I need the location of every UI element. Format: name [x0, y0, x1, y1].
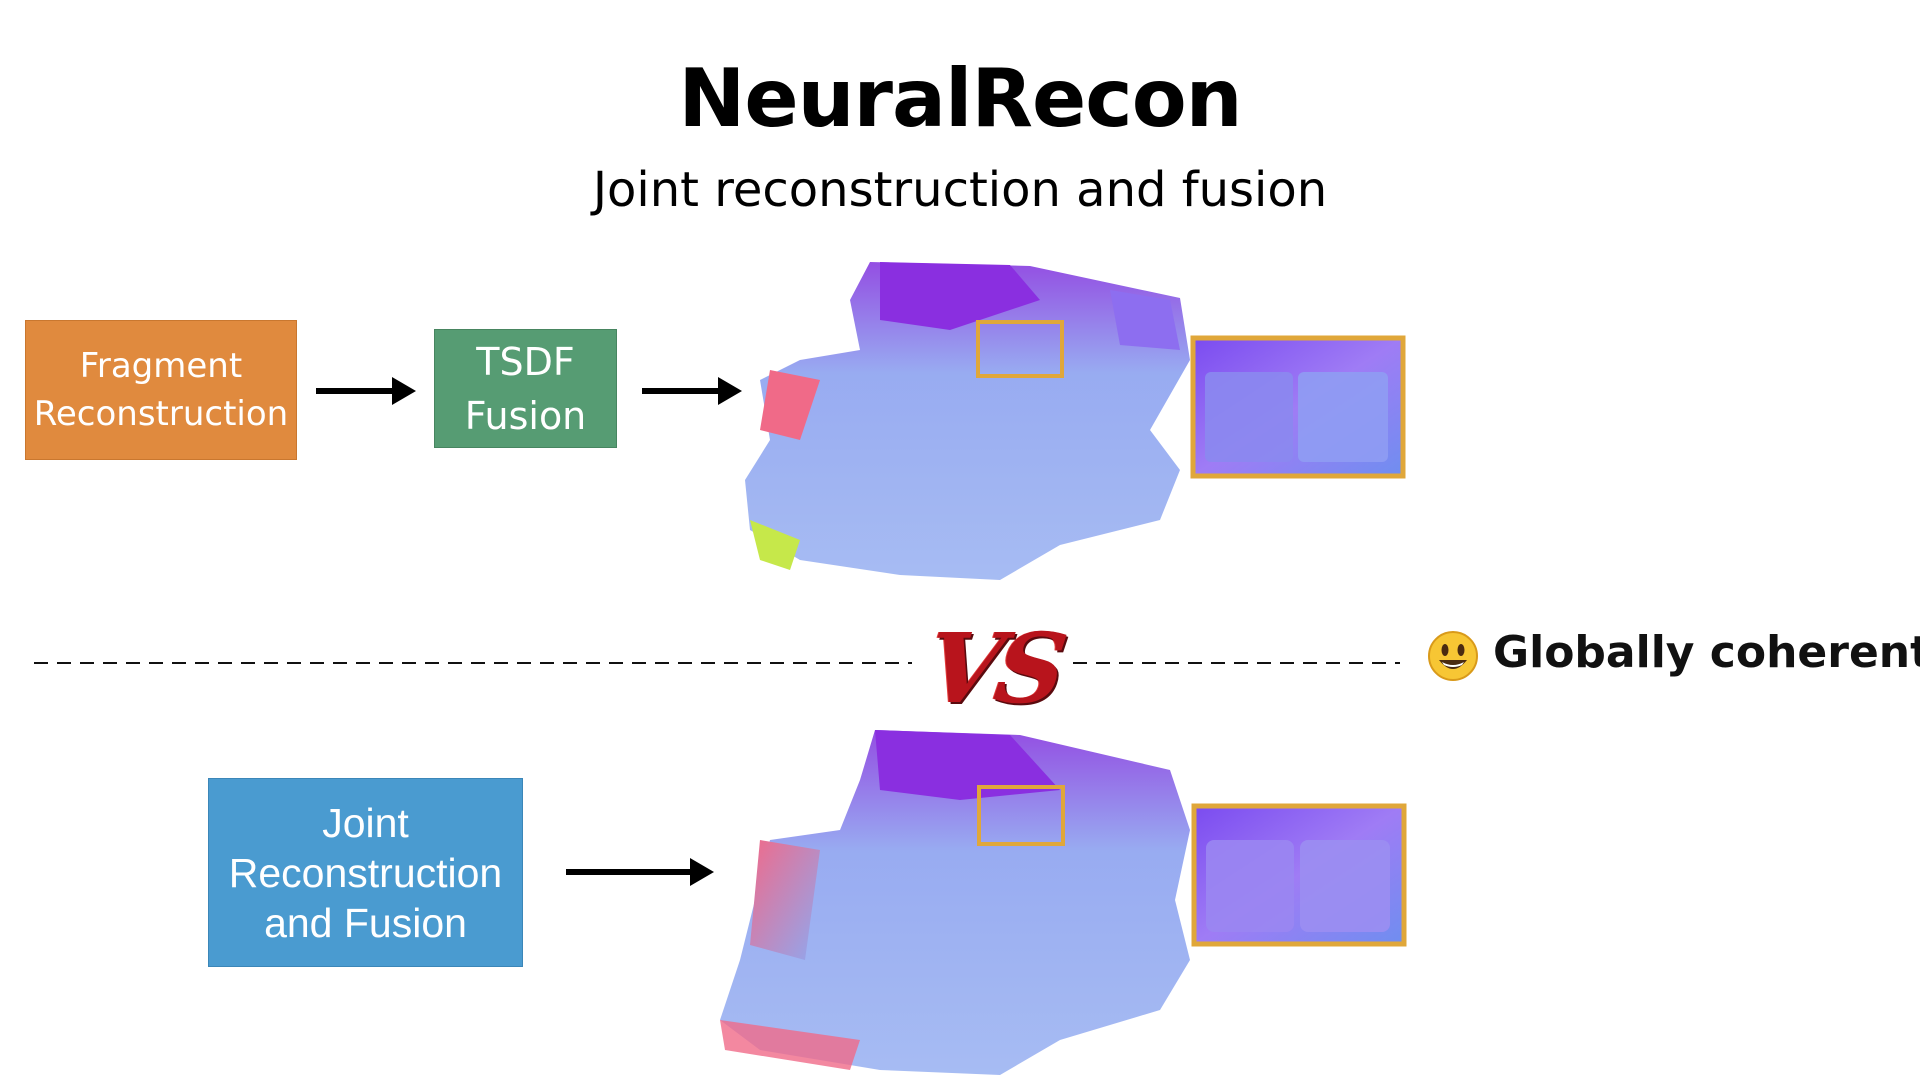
grinning-face-icon — [1428, 631, 1478, 681]
joint-reconstruction-label: Joint Reconstruction and Fusion — [228, 799, 503, 946]
page-subtitle: Joint reconstruction and fusion — [592, 162, 1328, 218]
bottom-mesh-reconstruction — [720, 730, 1190, 1075]
tsdf-fusion-label: TSDF Fusion — [464, 339, 587, 438]
top-mesh-reconstruction — [745, 262, 1190, 580]
fragment-reconstruction-label: Fragment Reconstruction — [33, 346, 289, 434]
arrow-tsdf-to-mesh — [642, 377, 742, 405]
vs-label: VS — [920, 612, 1068, 725]
fragment-reconstruction-box: Fragment Reconstruction — [25, 320, 297, 460]
page-title: NeuralRecon — [678, 52, 1242, 145]
top-zoom-inset — [1190, 335, 1406, 479]
arrow-fragment-to-tsdf — [316, 377, 416, 405]
joint-reconstruction-box: Joint Reconstruction and Fusion — [208, 778, 523, 967]
globally-coherent-caption: Globally coherent — [1493, 627, 1920, 678]
bottom-zoom-inset — [1191, 803, 1407, 947]
arrow-joint-to-mesh — [566, 858, 714, 886]
tsdf-fusion-box: TSDF Fusion — [434, 329, 617, 448]
